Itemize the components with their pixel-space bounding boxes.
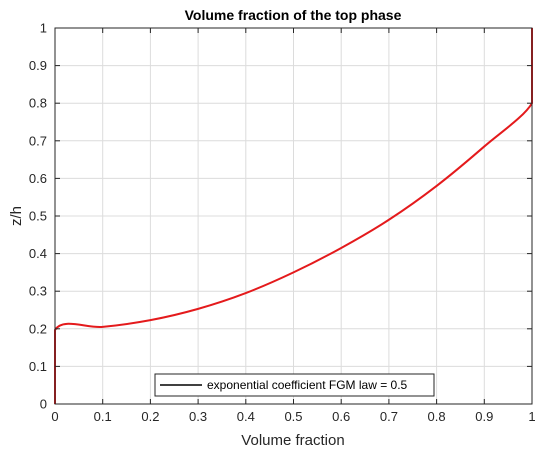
y-tick-label: 0.4	[29, 246, 47, 261]
y-tick-label: 0.9	[29, 58, 47, 73]
x-tick-labels: 0 0.1 0.2 0.3 0.4 0.5 0.6 0.7 0.8 0.9 1	[51, 409, 535, 424]
x-tick-label: 0.5	[284, 409, 302, 424]
x-tick-label: 1	[528, 409, 535, 424]
series-line	[54, 28, 533, 404]
legend-box	[154, 373, 435, 397]
x-tick-label: 0.3	[189, 409, 207, 424]
chart-title: Volume fraction of the top phase	[185, 7, 402, 23]
y-tick-labels: 0 0.1 0.2 0.3 0.4 0.5 0.6 0.7 0.8 0.9 1	[29, 21, 47, 412]
y-tick-label: 0.3	[29, 284, 47, 299]
grid-lines	[55, 28, 532, 404]
y-tick-label: 1	[40, 21, 47, 36]
y-tick-label: 0.6	[29, 171, 47, 186]
x-axis-title: Volume fraction	[241, 432, 344, 449]
legend-label: exponential coefficient FGM law = 0.5	[207, 378, 408, 392]
x-tick-label: 0.9	[475, 409, 493, 424]
x-tick-label: 0.1	[94, 409, 112, 424]
x-tick-label: 0.7	[380, 409, 398, 424]
y-tick-label: 0	[40, 397, 47, 412]
x-tick-label: 0.4	[237, 409, 255, 424]
y-tick-label: 0.7	[29, 133, 47, 148]
series-layer	[54, 28, 533, 404]
tick-marks	[54, 27, 533, 405]
x-tick-label: 0.8	[428, 409, 446, 424]
y-tick-label: 0.1	[29, 359, 47, 374]
x-tick-label: 0	[51, 409, 58, 424]
y-axis-title: z/h	[8, 206, 25, 226]
x-tick-label: 0.6	[332, 409, 350, 424]
y-tick-label: 0.2	[29, 321, 47, 336]
y-tick-label: 0.5	[29, 209, 47, 224]
x-tick-label: 0.2	[141, 409, 159, 424]
y-tick-label: 0.8	[29, 96, 47, 111]
legend: exponential coefficient FGM law = 0.5	[154, 373, 435, 397]
